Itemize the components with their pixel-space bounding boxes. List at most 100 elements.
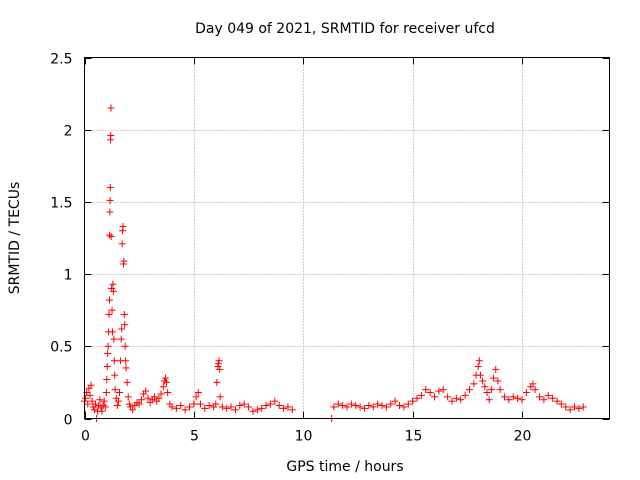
data-point — [104, 342, 112, 350]
data-point — [391, 397, 399, 405]
data-point — [116, 389, 123, 397]
data-point — [82, 394, 90, 402]
data-point — [90, 406, 98, 414]
data-point — [518, 396, 526, 404]
data-point — [129, 406, 137, 414]
data-point — [107, 233, 115, 241]
data-point — [374, 400, 382, 408]
data-point — [439, 386, 447, 394]
data-point — [164, 389, 172, 397]
data-point — [192, 393, 200, 401]
data-points — [81, 104, 587, 422]
data-point — [475, 357, 483, 365]
data-point — [196, 400, 204, 408]
data-point — [356, 403, 364, 411]
data-point — [236, 402, 244, 410]
data-point — [280, 404, 288, 412]
data-point — [216, 393, 224, 401]
data-point — [223, 404, 231, 412]
chart-title: Day 049 of 2021, SRMTID for receiver ufc… — [195, 21, 495, 37]
data-point — [529, 380, 537, 388]
data-point — [218, 403, 226, 411]
data-point — [117, 335, 125, 343]
data-point — [485, 396, 493, 404]
y-tick-label: 1 — [64, 268, 73, 284]
data-point — [514, 394, 522, 402]
data-point — [400, 403, 408, 411]
data-point — [461, 391, 469, 399]
data-point — [142, 387, 150, 395]
x-tick-label: 10 — [295, 429, 313, 445]
data-point — [111, 386, 119, 394]
data-point — [157, 390, 165, 398]
data-point — [105, 296, 113, 304]
data-point — [422, 386, 430, 394]
data-point — [107, 131, 115, 139]
data-point — [87, 381, 95, 389]
data-point — [201, 404, 209, 412]
x-axis-label: GPS time / hours — [286, 459, 403, 475]
data-point — [144, 394, 152, 402]
data-point — [120, 311, 128, 319]
data-point — [404, 400, 412, 408]
data-point — [216, 365, 224, 373]
data-point — [110, 357, 118, 365]
data-point — [522, 389, 530, 397]
data-point — [492, 365, 500, 373]
data-point — [103, 363, 111, 371]
data-point — [119, 222, 127, 230]
data-point — [110, 335, 118, 343]
y-tick-label: 0.5 — [50, 340, 72, 356]
data-point — [575, 404, 583, 412]
data-point — [490, 374, 498, 382]
data-point — [474, 363, 482, 371]
data-point — [122, 364, 130, 372]
data-point — [249, 407, 257, 415]
data-point — [448, 397, 456, 405]
data-point — [231, 406, 239, 414]
data-point — [262, 402, 270, 410]
data-point — [566, 406, 574, 414]
data-point — [163, 378, 171, 386]
data-point — [118, 325, 126, 333]
data-point — [431, 393, 438, 401]
data-point — [118, 240, 126, 248]
x-tick-label: 0 — [81, 429, 90, 445]
data-point — [481, 383, 489, 391]
data-point — [190, 400, 198, 408]
data-point — [435, 387, 443, 395]
data-point — [113, 402, 121, 410]
data-point — [396, 402, 403, 410]
data-point — [114, 397, 122, 405]
data-point — [194, 389, 202, 397]
data-point — [476, 371, 484, 379]
data-point — [109, 287, 117, 295]
data-point — [103, 376, 111, 384]
data-point — [501, 393, 508, 401]
data-point — [382, 403, 390, 411]
data-point — [84, 400, 92, 408]
data-point — [168, 403, 176, 411]
data-point — [161, 374, 169, 382]
data-point — [135, 400, 143, 408]
data-point — [457, 396, 465, 404]
data-point — [266, 400, 274, 408]
data-point — [104, 350, 112, 358]
x-tick-label: 15 — [405, 429, 423, 445]
data-point — [361, 404, 368, 412]
data-point — [505, 396, 513, 404]
data-point — [186, 403, 193, 411]
data-point — [108, 285, 116, 293]
data-point — [120, 257, 128, 265]
data-point — [369, 403, 377, 411]
data-point — [215, 357, 223, 365]
data-point — [177, 402, 185, 410]
data-point — [470, 380, 478, 388]
data-point — [540, 396, 548, 404]
data-point — [125, 400, 133, 408]
data-point — [444, 393, 452, 401]
data-point — [487, 386, 495, 394]
data-point — [271, 397, 279, 405]
ticks: 0 0.5 1 1.5 2 2.5 0 5 10 15 20 — [50, 52, 610, 445]
